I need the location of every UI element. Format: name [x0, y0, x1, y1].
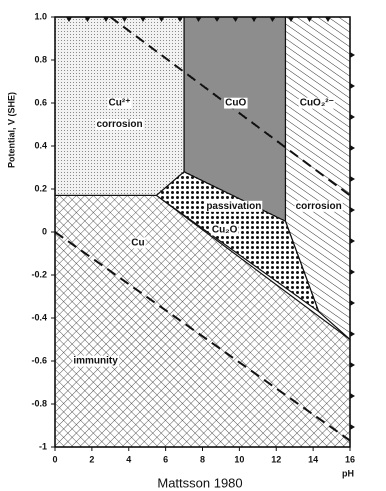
edge-marker [269, 17, 276, 22]
edge-marker [232, 17, 239, 22]
region-label: CuO₂²⁻ [300, 98, 334, 109]
edge-marker [84, 17, 91, 22]
region-label: Cu²⁺ [109, 98, 131, 109]
region-label: Cu [131, 237, 144, 248]
x-tick-label: 2 [89, 454, 94, 464]
x-tick-label: 14 [308, 454, 318, 464]
x-tick-label: 16 [345, 454, 355, 464]
y-tick-label: 0 [42, 226, 47, 236]
label-background [205, 200, 263, 212]
edge-marker [350, 238, 355, 244]
edge-marker [158, 17, 165, 22]
y-tick-label: -1 [39, 441, 47, 451]
x-tick-label: 6 [163, 454, 168, 464]
edge-marker [350, 362, 355, 368]
edge-marker [350, 269, 355, 275]
edge-marker [350, 176, 355, 182]
region-label: corrosion [96, 119, 142, 130]
y-tick-label: 1.0 [34, 11, 47, 21]
region-label: passivation [206, 201, 261, 212]
edge-marker [350, 393, 355, 399]
label-background [107, 97, 132, 109]
edge-marker [325, 17, 331, 22]
y-tick-label: -0.6 [31, 355, 47, 365]
edge-marker [214, 17, 220, 22]
edge-marker [121, 17, 128, 22]
edge-marker [350, 83, 355, 89]
y-tick-label: 0.4 [34, 140, 47, 150]
y-tick-label: 0.6 [34, 97, 47, 107]
region-label: Cu₂O [212, 224, 238, 235]
x-tick-label: 0 [52, 454, 57, 464]
dashed-line [54, 231, 351, 442]
label-background [210, 224, 239, 236]
edge-marker [350, 207, 355, 213]
edge-marker [195, 17, 202, 22]
edge-marker [350, 331, 355, 337]
region-label: immunity [73, 356, 118, 367]
label-background [130, 237, 146, 249]
plot-area: Cu²⁺ corrosion CuO CuO₂²⁻ corrosion Cu₂O passi… [54, 16, 351, 448]
y-tick-label: -0.8 [31, 398, 47, 408]
x-tick-label: 4 [126, 454, 131, 464]
edge-marker [103, 17, 109, 22]
edge-marker [251, 17, 257, 22]
edge-marker [350, 114, 355, 120]
x-axis-label: pH [342, 468, 354, 478]
edge-marker [350, 52, 355, 58]
x-tick-label: 8 [200, 454, 205, 464]
y-tick-label: 0.8 [34, 54, 47, 64]
x-tick-label: 12 [271, 454, 281, 464]
region-label: CuO [225, 98, 246, 109]
edge-marker [306, 17, 313, 22]
label-background [95, 119, 144, 131]
x-tick-label: 10 [234, 454, 244, 464]
y-axis-label: Potential, V (SHE) [6, 92, 16, 168]
label-background [298, 97, 335, 109]
region [155, 171, 320, 314]
edge-marker [288, 17, 294, 22]
label-background [224, 97, 248, 109]
label-background [72, 355, 120, 367]
edge-marker [350, 424, 355, 430]
edge-marker [66, 17, 72, 22]
region-label: corrosion [296, 201, 342, 212]
caption: Mattsson 1980 [157, 475, 242, 490]
y-tick-label: 0.2 [34, 183, 47, 193]
y-tick-label: -0.4 [31, 312, 47, 322]
y-tick-label: -0.2 [31, 269, 47, 279]
edge-marker [350, 145, 355, 151]
label-background [294, 200, 343, 212]
edge-marker [177, 17, 183, 22]
edge-marker [350, 300, 355, 306]
edge-marker [140, 17, 146, 22]
